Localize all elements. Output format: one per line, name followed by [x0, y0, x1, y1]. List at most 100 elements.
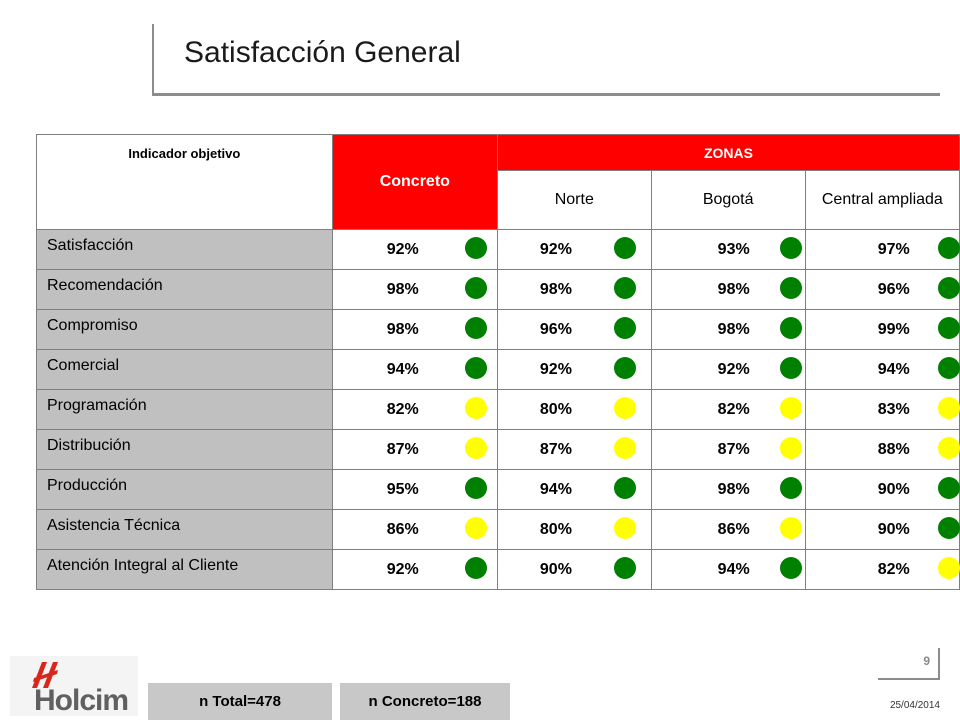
- percentage-value: 98%: [717, 321, 750, 338]
- value-cell-bogota: 94%: [650, 549, 806, 590]
- value-cell-bogota: 98%: [650, 269, 806, 310]
- value-cell-central-ampliada: 99%: [804, 309, 960, 350]
- indicator-header: Indicador objetivo: [36, 134, 333, 230]
- percentage-value: 98%: [386, 321, 419, 338]
- n-total-label: n Total=478: [148, 683, 332, 720]
- value-cell-central-ampliada: 96%: [804, 269, 960, 310]
- table-body: Satisfacción 92% 92% 93% 97% Recomendación 98%…: [36, 229, 960, 590]
- value-cell-central-ampliada: 82%: [804, 549, 960, 590]
- percentage-value: 92%: [717, 361, 750, 378]
- value-cell-concreto: 94%: [331, 349, 498, 390]
- value-cell-concreto: 98%: [331, 269, 498, 310]
- percentage-value: 83%: [877, 401, 910, 418]
- value-cell-concreto: 95%: [331, 469, 498, 510]
- green-status-dot-icon: [464, 557, 487, 579]
- value-cell-norte: 80%: [496, 509, 652, 550]
- page-number-divider-horizontal: [878, 678, 940, 680]
- value-cell-bogota: 98%: [650, 469, 806, 510]
- value-cell-central-ampliada: 97%: [804, 229, 960, 270]
- green-status-dot-icon: [937, 317, 960, 339]
- value-cell-central-ampliada: 90%: [804, 509, 960, 550]
- percentage-value: 98%: [386, 281, 419, 298]
- row-label: Comercial: [36, 349, 333, 390]
- green-status-dot-icon: [613, 557, 636, 579]
- zone-header-bogota: Bogotá: [650, 170, 806, 230]
- green-status-dot-icon: [613, 357, 636, 379]
- green-status-dot-icon: [937, 517, 960, 539]
- percentage-value: 87%: [539, 441, 572, 458]
- yellow-status-dot-icon: [779, 437, 802, 459]
- percentage-value: 97%: [877, 241, 910, 258]
- percentage-value: 94%: [539, 481, 572, 498]
- value-cell-norte: 96%: [496, 309, 652, 350]
- title-divider-horizontal: [152, 93, 940, 96]
- green-status-dot-icon: [937, 277, 960, 299]
- value-cell-concreto: 82%: [331, 389, 498, 430]
- table-row: Comercial 94% 92% 92% 94%: [36, 349, 960, 390]
- percentage-value: 94%: [877, 361, 910, 378]
- value-cell-norte: 92%: [496, 349, 652, 390]
- page-number-divider-vertical: [938, 648, 940, 680]
- percentage-value: 90%: [877, 521, 910, 538]
- green-status-dot-icon: [779, 557, 802, 579]
- table-row: Recomendación 98% 98% 98% 96%: [36, 269, 960, 310]
- green-status-dot-icon: [464, 277, 487, 299]
- percentage-value: 96%: [539, 321, 572, 338]
- percentage-value: 80%: [539, 401, 572, 418]
- green-status-dot-icon: [779, 317, 802, 339]
- percentage-value: 87%: [717, 441, 750, 458]
- value-cell-central-ampliada: 94%: [804, 349, 960, 390]
- zone-header-norte: Norte: [496, 170, 652, 230]
- percentage-value: 82%: [386, 401, 419, 418]
- row-label: Asistencia Técnica: [36, 509, 333, 550]
- percentage-value: 87%: [386, 441, 419, 458]
- yellow-status-dot-icon: [613, 397, 636, 419]
- green-status-dot-icon: [464, 357, 487, 379]
- percentage-value: 95%: [386, 481, 419, 498]
- green-status-dot-icon: [937, 477, 960, 499]
- yellow-status-dot-icon: [464, 437, 487, 459]
- value-cell-central-ampliada: 88%: [804, 429, 960, 470]
- yellow-status-dot-icon: [464, 517, 487, 539]
- row-label: Distribución: [36, 429, 333, 470]
- value-cell-bogota: 93%: [650, 229, 806, 270]
- table-row: Atención Integral al Cliente 92% 90% 94% 82%: [36, 549, 960, 590]
- zone-header-central-ampliada: Central ampliada: [804, 170, 960, 230]
- percentage-value: 86%: [386, 521, 419, 538]
- table-row: Satisfacción 92% 92% 93% 97%: [36, 229, 960, 270]
- percentage-value: 88%: [877, 441, 910, 458]
- percentage-value: 94%: [717, 561, 750, 578]
- green-status-dot-icon: [464, 237, 487, 259]
- yellow-status-dot-icon: [937, 557, 960, 579]
- percentage-value: 90%: [877, 481, 910, 498]
- green-status-dot-icon: [779, 277, 802, 299]
- green-status-dot-icon: [613, 237, 636, 259]
- value-cell-concreto: 86%: [331, 509, 498, 550]
- yellow-status-dot-icon: [464, 397, 487, 419]
- row-label: Satisfacción: [36, 229, 333, 270]
- yellow-status-dot-icon: [779, 517, 802, 539]
- green-status-dot-icon: [937, 237, 960, 259]
- table-row: Programación 82% 80% 82% 83%: [36, 389, 960, 430]
- value-cell-norte: 80%: [496, 389, 652, 430]
- value-cell-norte: 87%: [496, 429, 652, 470]
- yellow-status-dot-icon: [937, 437, 960, 459]
- green-status-dot-icon: [779, 477, 802, 499]
- zonas-header: ZONAS: [496, 134, 960, 171]
- percentage-value: 80%: [539, 521, 572, 538]
- yellow-status-dot-icon: [613, 517, 636, 539]
- value-cell-concreto: 98%: [331, 309, 498, 350]
- holcim-logo: Holcim: [10, 656, 138, 717]
- satisfaction-table: Indicador objetivo Concreto ZONAS Norte …: [36, 134, 960, 590]
- green-status-dot-icon: [464, 477, 487, 499]
- page-title: Satisfacción General: [184, 36, 461, 69]
- percentage-value: 92%: [539, 241, 572, 258]
- value-cell-bogota: 87%: [650, 429, 806, 470]
- percentage-value: 86%: [717, 521, 750, 538]
- percentage-value: 92%: [539, 361, 572, 378]
- row-label: Programación: [36, 389, 333, 430]
- row-label: Compromiso: [36, 309, 333, 350]
- table-row: Compromiso 98% 96% 98% 99%: [36, 309, 960, 350]
- green-status-dot-icon: [779, 357, 802, 379]
- percentage-value: 93%: [717, 241, 750, 258]
